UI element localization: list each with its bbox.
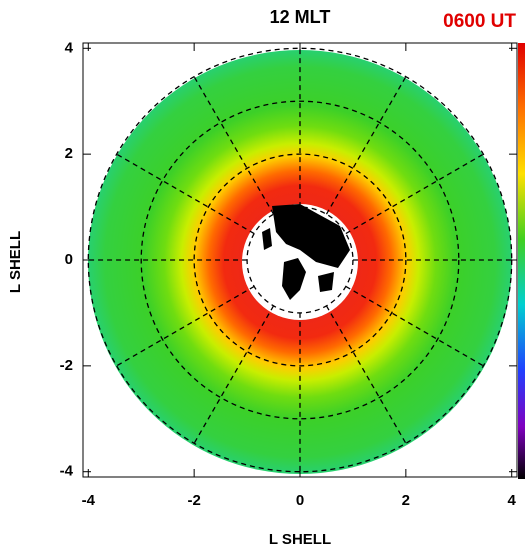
y-axis-label: L SHELL — [7, 231, 24, 293]
earth — [242, 204, 358, 320]
y-tick-label: 0 — [65, 251, 73, 268]
x-tick-label: -2 — [187, 492, 200, 509]
x-tick-label: 0 — [296, 492, 304, 509]
y-tick-label: 2 — [65, 145, 73, 162]
x-tick-label: -4 — [82, 492, 96, 509]
x-tick-label: 4 — [508, 492, 517, 509]
y-tick-label: -2 — [60, 357, 73, 374]
x-tick-label: 2 — [402, 492, 410, 509]
y-tick-label: -4 — [60, 463, 74, 480]
y-tick-label: 4 — [65, 39, 74, 56]
colorbar — [518, 43, 525, 479]
chart-title: 12 MLT — [270, 7, 331, 27]
time-label: 0600 UT — [443, 11, 516, 32]
grid-ring — [193, 153, 407, 367]
x-axis-label: L SHELL — [269, 531, 331, 548]
grid-ring — [140, 100, 460, 420]
